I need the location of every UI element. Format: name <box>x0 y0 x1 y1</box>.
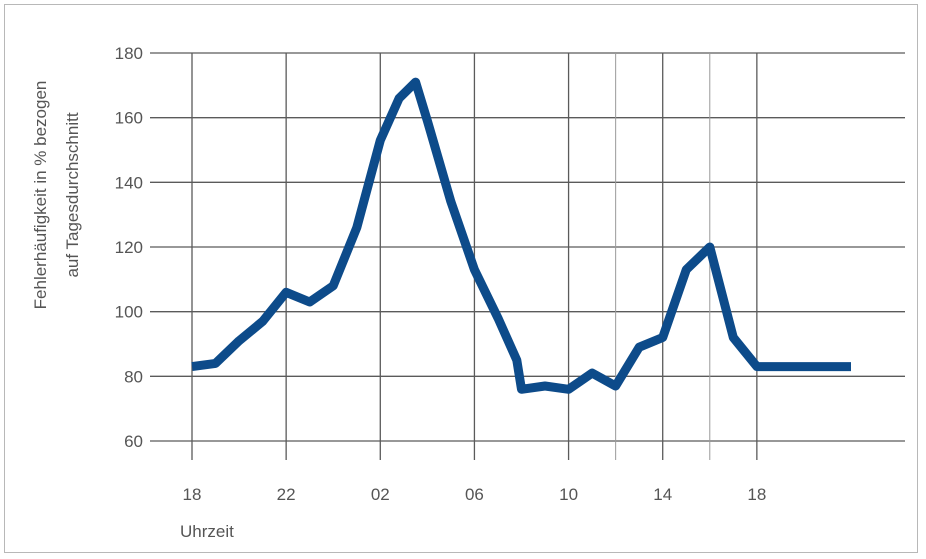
x-tick-labels: 18 22 02 06 10 14 18 <box>183 485 767 504</box>
x-axis-title: Uhrzeit <box>180 522 234 541</box>
y-axis-title-line-2: auf Tagesdurchschnitt <box>63 112 82 277</box>
chart-frame <box>4 4 918 553</box>
x-tick-label: 18 <box>747 485 766 504</box>
grid <box>150 52 905 460</box>
y-axis-title-line-1: Fehlerhäufigkeit in % bezogen <box>31 81 50 310</box>
series-line <box>191 77 851 394</box>
y-tick-label: 140 <box>115 173 143 192</box>
y-tick-label: 160 <box>115 109 143 128</box>
x-tick-label: 18 <box>183 485 202 504</box>
y-tick-label: 60 <box>124 432 143 451</box>
x-tick-label: 10 <box>559 485 578 504</box>
y-axis-title: Fehlerhäufigkeit in % bezogen auf Tagesd… <box>31 81 82 310</box>
x-tick-label: 06 <box>465 485 484 504</box>
y-tick-label: 120 <box>115 238 143 257</box>
x-tick-label: 14 <box>653 485 672 504</box>
y-tick-label: 100 <box>115 303 143 322</box>
y-tick-label: 180 <box>115 44 143 63</box>
x-tick-label: 02 <box>371 485 390 504</box>
y-tick-labels: 60 80 100 120 140 160 180 <box>115 44 143 451</box>
y-tick-label: 80 <box>124 367 143 386</box>
x-tick-label: 22 <box>277 485 296 504</box>
